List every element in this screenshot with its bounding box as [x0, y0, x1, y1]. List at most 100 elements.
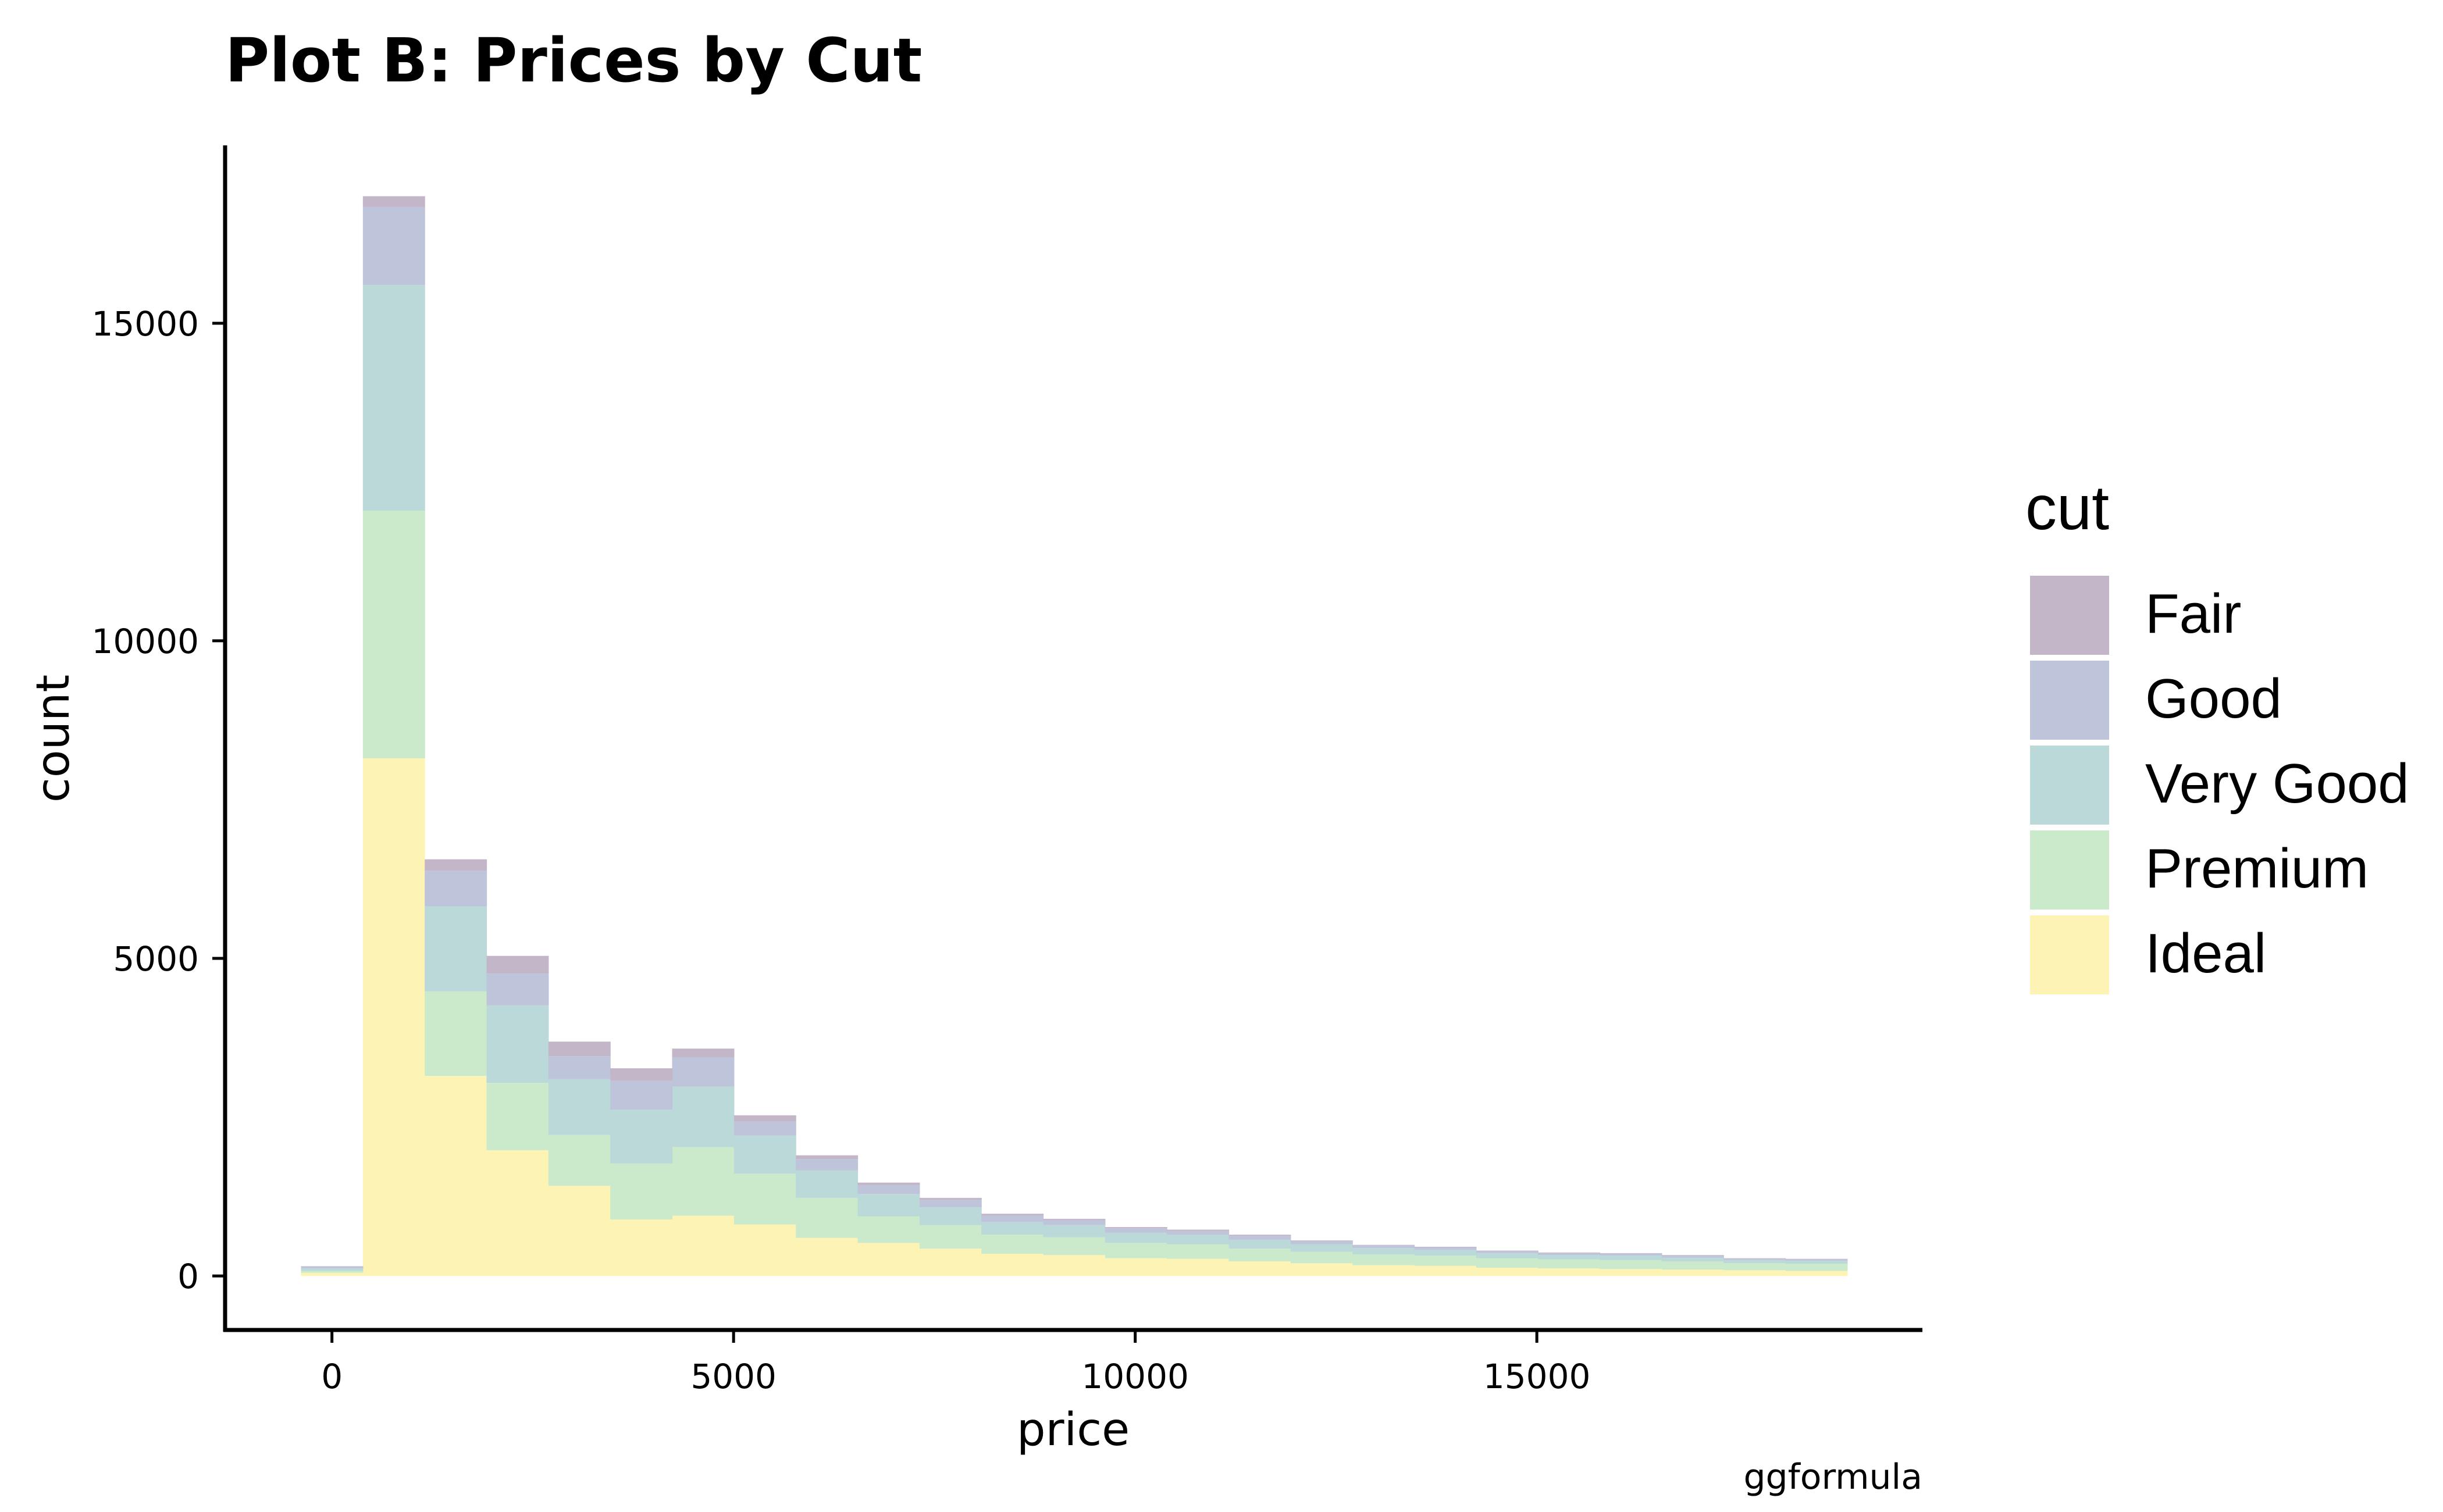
bar-segment [610, 1068, 673, 1081]
caption: ggformula [1743, 1457, 1922, 1497]
bar-segment [486, 973, 549, 1005]
bar-segment [1476, 1250, 1539, 1251]
legend-label: Good [2145, 668, 2282, 730]
bar-segment [1785, 1260, 1848, 1264]
legend-label: Premium [2145, 837, 2369, 900]
bar-segment [301, 1266, 364, 1269]
y-tick-label: 10000 [91, 622, 199, 661]
bar-segment [1661, 1269, 1724, 1276]
bar-segment [301, 1272, 364, 1276]
bar-segment [857, 1243, 920, 1276]
legend: cut Fair Good Very Good Premium Ideal [2025, 472, 2409, 994]
bar-segment [1105, 1227, 1167, 1229]
bar-segment [362, 511, 425, 758]
bar-segment [1661, 1257, 1724, 1262]
x-ticks-layer: 0 5000 10000 15000 [321, 1332, 1590, 1396]
bar-segment [1723, 1258, 1786, 1259]
bar-segment [425, 871, 487, 907]
x-tick-label: 0 [321, 1357, 343, 1396]
bar-segment [1476, 1251, 1539, 1253]
bar-segment [1290, 1244, 1353, 1252]
bar-segment [1352, 1248, 1415, 1255]
legend-label: Fair [2145, 583, 2241, 645]
bar-segment [1105, 1232, 1167, 1243]
bar-segment [362, 196, 425, 207]
bar-segment [610, 1219, 673, 1276]
y-tick-label: 15000 [91, 304, 199, 344]
bar-segment [610, 1163, 673, 1219]
bar-segment [1352, 1254, 1415, 1265]
bar-segment [1043, 1237, 1106, 1256]
bar-segment [548, 1056, 611, 1079]
bar-segment [425, 906, 487, 992]
bar-segment [548, 1042, 611, 1057]
bar-segment [486, 955, 549, 974]
bar-segment [857, 1216, 920, 1243]
bar-segment [362, 285, 425, 511]
bar-segment [1228, 1249, 1291, 1262]
bar-segment [796, 1155, 859, 1160]
bar-segment [548, 1079, 611, 1135]
axes-layer [223, 145, 1922, 1332]
legend-key [2030, 746, 2109, 825]
bar-segment [672, 1057, 735, 1087]
bar-segment [1167, 1229, 1230, 1231]
bar-segment [1167, 1235, 1230, 1244]
bar-segment [1043, 1218, 1106, 1221]
bar-segment [981, 1235, 1044, 1254]
series-good [301, 206, 1848, 1269]
bar-segment [672, 1049, 735, 1058]
bar-segment [981, 1214, 1044, 1216]
y-tick-label: 5000 [113, 939, 199, 979]
bar-segment [1723, 1258, 1786, 1260]
bar-segment [1723, 1263, 1786, 1271]
bar-segment [1352, 1265, 1415, 1276]
x-tick-label: 5000 [690, 1357, 777, 1396]
bar-segment [1785, 1264, 1848, 1271]
bar-segment [919, 1197, 982, 1200]
bar-segment [1538, 1255, 1601, 1260]
bar-segment [425, 859, 487, 871]
legend-key [2030, 661, 2109, 740]
legend-title: cut [2025, 472, 2109, 543]
y-ticks-layer: 0 5000 10000 15000 [91, 304, 223, 1296]
series-ideal [301, 758, 1848, 1276]
bar-segment [1105, 1258, 1167, 1276]
bar-segment [486, 1005, 549, 1083]
bar-segment [548, 1186, 611, 1276]
bar-segment [1414, 1250, 1477, 1256]
bar-segment [1600, 1256, 1662, 1260]
bar-segment [1352, 1245, 1415, 1249]
bar-segment [1043, 1220, 1106, 1225]
bar-segment [1043, 1255, 1106, 1276]
bar-segment [362, 206, 425, 286]
series-fair [301, 196, 1848, 1267]
bar-segment [1414, 1256, 1477, 1266]
bar-segment [1723, 1260, 1786, 1264]
bar-segment [425, 1076, 487, 1276]
bar-segment [733, 1135, 796, 1174]
legend-label: Very Good [2145, 753, 2409, 815]
bar-segment [1290, 1263, 1353, 1276]
chart-title: Plot B: Prices by Cut [225, 25, 922, 96]
bar-segment [796, 1238, 859, 1276]
series-premium [301, 511, 1848, 1273]
bar-segment [1600, 1260, 1662, 1269]
bar-segment [362, 758, 425, 1276]
legend-key [2030, 830, 2109, 910]
series-very-good [301, 285, 1848, 1271]
bar-segment [919, 1225, 982, 1249]
bar-segment [981, 1253, 1044, 1276]
bar-segment [1352, 1244, 1415, 1246]
bar-segment [548, 1135, 611, 1186]
bar-segment [1538, 1253, 1601, 1256]
bar-segment [1167, 1231, 1230, 1235]
bar-segment [1290, 1251, 1353, 1264]
bar-segment [1661, 1255, 1724, 1256]
bar-segment [733, 1115, 796, 1122]
bar-segment [1600, 1253, 1662, 1256]
x-tick-label: 15000 [1483, 1357, 1591, 1396]
legend-label: Ideal [2145, 922, 2266, 985]
bar-segment [733, 1174, 796, 1225]
